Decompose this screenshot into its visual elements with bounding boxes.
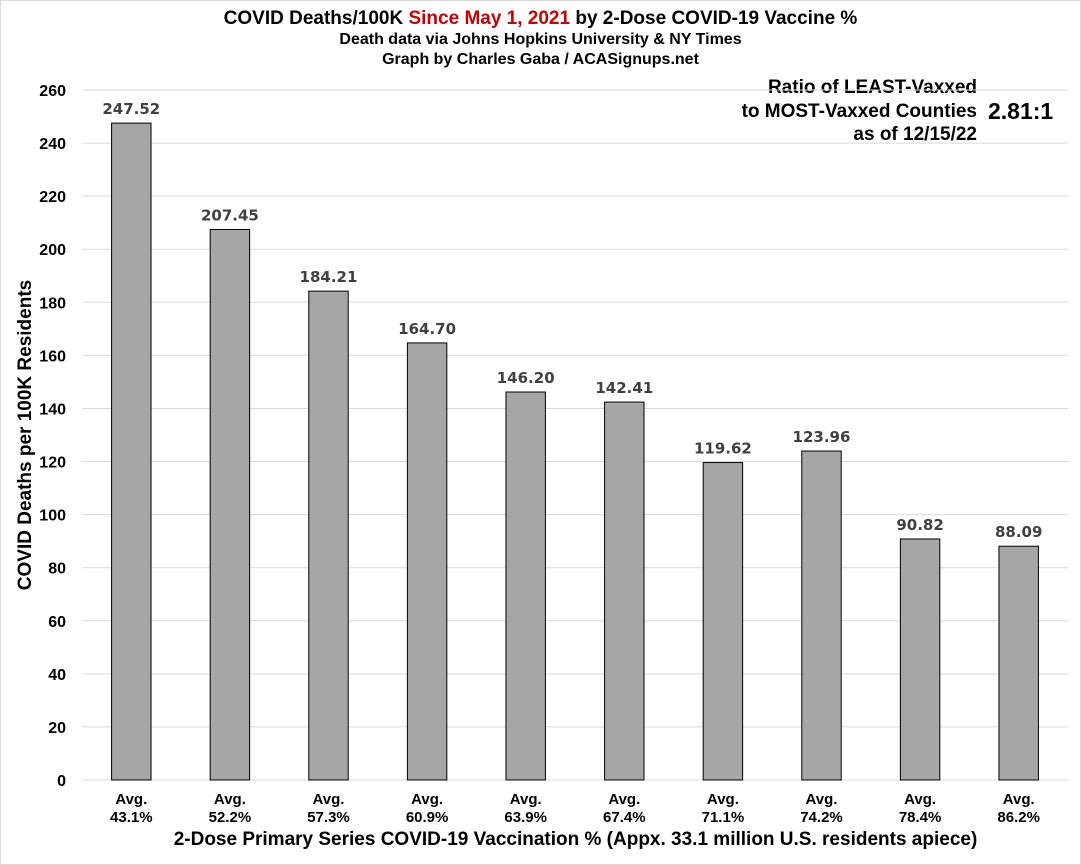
x-tick-label: Avg. (904, 791, 936, 808)
x-tick-label: Avg. (806, 791, 838, 808)
y-tick-label: 200 (39, 242, 66, 259)
x-tick-label: 86.2% (997, 809, 1040, 826)
y-tick-label: 20 (48, 720, 66, 737)
bar-value-label: 184.21 (300, 268, 358, 286)
x-tick-label: Avg. (608, 791, 640, 808)
ratio-line-2: to MOST-Vaxxed Counties (741, 100, 977, 122)
y-tick-label: 60 (48, 614, 66, 631)
x-tick-label: Avg. (1003, 791, 1035, 808)
bar-value-label: 119.62 (694, 440, 752, 458)
bar-value-label: 247.52 (102, 100, 160, 118)
title-highlight: Since May 1, 2021 (408, 8, 571, 29)
bar (111, 122, 152, 781)
bar (505, 391, 546, 781)
chart-subtitle-source: Death data via Johns Hopkins University … (339, 31, 742, 48)
x-tick-label: Avg. (313, 791, 345, 808)
y-tick-label: 220 (39, 189, 66, 206)
y-tick-label: 140 (39, 401, 66, 418)
bar (308, 290, 349, 781)
bar (406, 342, 448, 781)
y-tick-label: 0 (57, 773, 66, 790)
x-tick-label: 57.3% (307, 809, 350, 826)
bar-value-label: 142.41 (595, 379, 653, 397)
x-tick-label: 43.1% (110, 809, 153, 826)
y-tick-label: 40 (48, 667, 66, 684)
ratio-line-3: as of 12/15/22 (853, 124, 977, 145)
bar (899, 538, 941, 781)
chart-title: COVID Deaths/100K Since May 1, 2021 by 2… (223, 8, 858, 29)
x-tick-label: Avg. (411, 791, 443, 808)
x-tick-label: 67.4% (603, 809, 646, 826)
x-tick-label: 63.9% (504, 809, 547, 826)
x-tick-label: Avg. (510, 791, 542, 808)
x-tick-label: 74.2% (800, 809, 843, 826)
x-tick-label: 71.1% (702, 809, 745, 826)
ratio-value: 2.81:1 (988, 98, 1054, 124)
bar (998, 545, 1039, 781)
y-tick-label: 240 (39, 136, 66, 153)
bar-value-label: 90.82 (896, 516, 943, 534)
bar-value-label: 207.45 (201, 206, 259, 224)
bar (604, 401, 645, 781)
x-tick-label: Avg. (707, 791, 739, 808)
bar (209, 228, 251, 781)
bar (801, 450, 842, 781)
x-tick-label: 78.4% (899, 809, 942, 826)
chart-subtitle-author: Graph by Charles Gaba / ACASignups.net (382, 51, 699, 68)
y-tick-label: 100 (39, 508, 66, 525)
x-tick-label: 60.9% (406, 809, 449, 826)
bar-value-label: 164.70 (398, 320, 456, 338)
bar-value-label: 88.09 (995, 523, 1042, 541)
y-axis-title: COVID Deaths per 100K Residents (15, 280, 36, 590)
bar (702, 462, 744, 781)
y-tick-label: 120 (39, 455, 66, 472)
x-tick-label: 52.2% (209, 809, 252, 826)
bar-value-label: 123.96 (793, 428, 851, 446)
y-tick-label: 80 (48, 561, 66, 578)
y-tick-label: 160 (39, 348, 66, 365)
x-tick-label: Avg. (115, 791, 147, 808)
chart-titles: COVID Deaths/100K Since May 1, 2021 by 2… (0, 8, 1081, 70)
y-tick-label: 260 (39, 83, 66, 100)
bar-value-label: 146.20 (497, 369, 555, 387)
ratio-line-1: Ratio of LEAST-Vaxxed (767, 77, 977, 98)
x-axis-title: 2-Dose Primary Series COVID-19 Vaccinati… (173, 829, 978, 850)
ratio-annotation: Ratio of LEAST-Vaxxed to MOST-Vaxxed Cou… (742, 76, 977, 147)
x-tick-label: Avg. (214, 791, 246, 808)
y-tick-label: 180 (39, 295, 66, 312)
